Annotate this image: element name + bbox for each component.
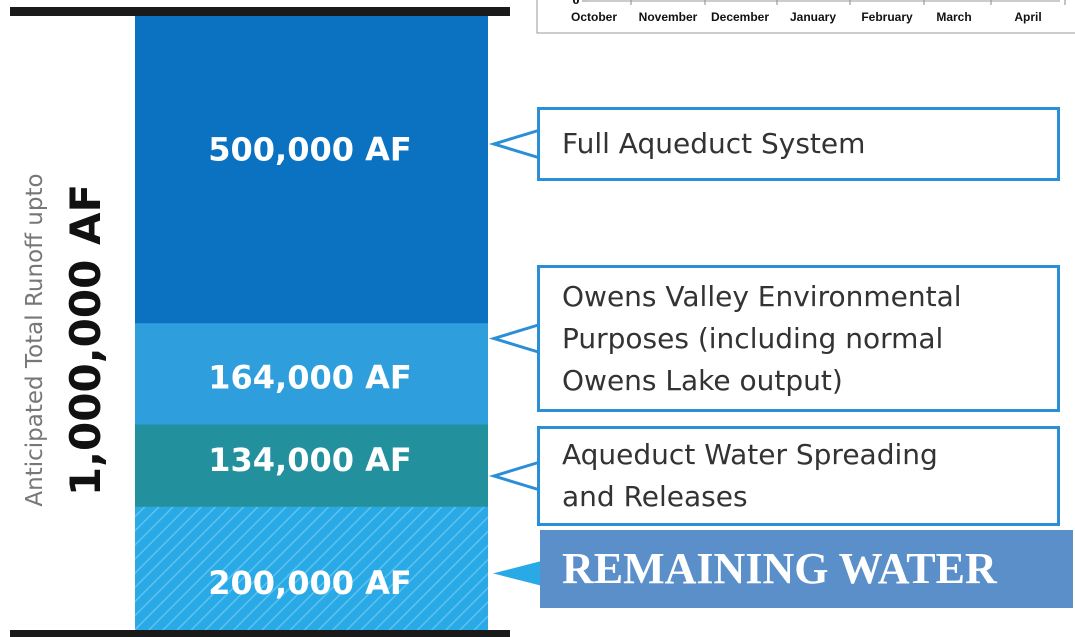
value-label: 134,000 AF (208, 441, 412, 479)
callout-box: Aqueduct Water Spreading and Releases (537, 426, 1060, 526)
y-tick-label: 0 (573, 0, 580, 7)
total-label: 1,000,000 AF (61, 184, 110, 496)
x-tick-label: March (936, 10, 971, 24)
callout-pointer (488, 322, 542, 355)
bar-segment (135, 16, 488, 324)
x-tick-label: October (571, 10, 617, 24)
x-tick-label: November (639, 10, 698, 24)
callout-text: Purposes (including normal (562, 321, 944, 355)
callout-text: Owens Lake output) (562, 363, 843, 397)
bottom-rule (10, 630, 510, 637)
top-rule (10, 7, 510, 16)
value-label: 164,000 AF (208, 359, 412, 397)
inset-frame (536, 0, 1075, 34)
callout-text: Full Aqueduct System (562, 127, 866, 160)
callout-text: Aqueduct Water Spreading (562, 438, 938, 471)
bar-segment (135, 424, 488, 507)
callout-pointer (488, 459, 542, 493)
axis-label: Anticipated Total Runoff upto (22, 173, 48, 506)
callout-box: Full Aqueduct System (537, 107, 1060, 181)
x-tick-label: April (1014, 10, 1041, 24)
x-tick-label: December (711, 10, 769, 24)
callout-text: REMAINING WATER (562, 544, 997, 593)
bar-segment (135, 323, 488, 425)
callout-pointer (488, 127, 542, 161)
value-label: 200,000 AF (208, 564, 412, 602)
bar-hatch (135, 506, 488, 630)
x-tick-label: January (790, 10, 836, 24)
x-tick-label: February (861, 10, 913, 24)
callout-text: Owens Valley Environmental (562, 279, 962, 313)
callout-text: and Releases (562, 480, 748, 513)
value-label: 500,000 AF (208, 130, 412, 168)
callout-box: Owens Valley Environmental Purposes (incl… (537, 265, 1060, 412)
callout-box: REMAINING WATER (540, 530, 1073, 608)
callout-pointer (493, 561, 540, 586)
